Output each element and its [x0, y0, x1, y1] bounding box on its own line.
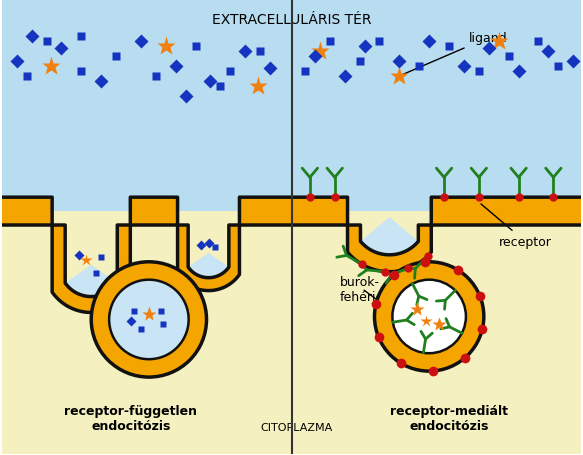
Text: receptor-mediált
endocitózis: receptor-mediált endocitózis	[390, 404, 508, 432]
Bar	[178, 1, 240, 198]
Bar	[2, 1, 581, 212]
Polygon shape	[292, 198, 581, 272]
Wedge shape	[361, 217, 417, 254]
Circle shape	[374, 262, 484, 371]
Bar	[2, 212, 581, 454]
Wedge shape	[189, 253, 228, 277]
Circle shape	[91, 262, 206, 377]
Bar	[347, 1, 431, 198]
Text: CITOPLAZMA: CITOPLAZMA	[261, 422, 333, 432]
Circle shape	[109, 280, 189, 359]
Text: receptor: receptor	[481, 204, 552, 248]
Text: burok-
fehérje: burok- fehérje	[340, 275, 384, 303]
Text: receptor-független
endocitózis: receptor-független endocitózis	[65, 404, 198, 432]
Text: ligand: ligand	[402, 32, 508, 76]
Bar	[52, 1, 131, 198]
Polygon shape	[2, 198, 292, 313]
Circle shape	[392, 280, 466, 354]
Text: EXTRACELLULÁRIS TÉR: EXTRACELLULÁRIS TÉR	[212, 13, 371, 27]
Wedge shape	[66, 265, 117, 296]
